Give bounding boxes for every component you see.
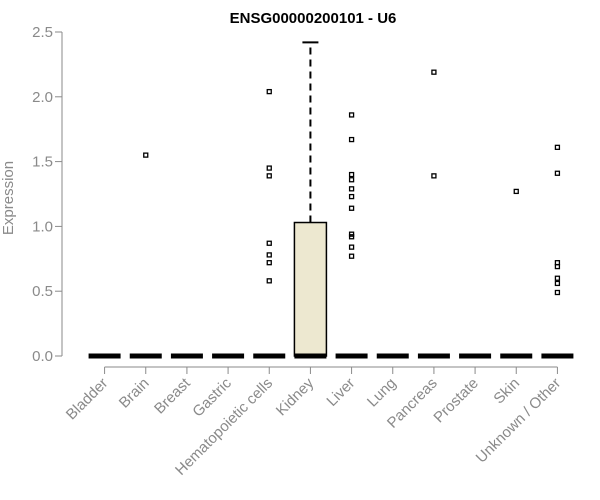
outlier-point — [554, 275, 561, 281]
y-tick-label: 0.5 — [32, 283, 53, 300]
outlier-point — [266, 88, 272, 95]
outlier-point — [266, 240, 272, 246]
outlier-point — [431, 69, 437, 75]
y-axis: 0.0 0.5 1.0 1.5 2.0 2.5 — [32, 24, 63, 365]
x-tick-label: Brain — [116, 375, 153, 412]
outlier-point — [513, 188, 519, 195]
x-tick-label: Prostate — [430, 375, 482, 427]
chart-title: ENSG00000200101 - U6 — [230, 10, 397, 27]
outlier-point — [554, 144, 561, 150]
outlier-point — [266, 260, 272, 266]
box-unknown-other — [541, 144, 574, 359]
x-tick-label: Kidney — [273, 374, 318, 419]
y-tick-label: 1.5 — [32, 154, 53, 171]
outlier-point — [431, 173, 437, 179]
outlier-point — [348, 193, 355, 200]
outlier-point — [348, 186, 355, 192]
y-tick-label: 1.0 — [32, 218, 53, 235]
outlier-point — [266, 278, 272, 284]
box-body — [293, 221, 328, 357]
outlier-point — [554, 263, 561, 270]
outlier-point — [348, 253, 355, 259]
box-skin — [500, 188, 533, 359]
outlier-point — [143, 152, 149, 158]
y-tick-label: 2.0 — [32, 89, 53, 106]
box-kidney — [293, 41, 328, 359]
outlier-point — [266, 173, 272, 179]
boxes — [88, 41, 574, 359]
outlier-point — [348, 177, 355, 183]
outlier-point — [348, 205, 355, 211]
outlier-point — [554, 170, 561, 176]
outlier-point — [266, 165, 272, 171]
x-tick-label: Skin — [490, 375, 523, 408]
outlier-point — [348, 171, 355, 178]
y-axis-label: Expression — [0, 161, 17, 235]
box-hematopoietic-cells — [253, 88, 286, 359]
outlier-point — [348, 136, 355, 143]
outlier-point — [348, 112, 355, 118]
box-pancreas — [417, 69, 450, 359]
y-tick-label: 0.0 — [32, 348, 53, 365]
outlier-point — [348, 234, 355, 240]
outlier-point — [348, 244, 355, 250]
x-tick-label: Breast — [151, 374, 194, 417]
box-liver — [335, 112, 368, 359]
outlier-point — [554, 289, 561, 296]
x-tick-label: Lung — [364, 375, 400, 411]
x-tick-label: Bladder — [63, 375, 112, 424]
y-tick-label: 2.5 — [32, 24, 53, 41]
outlier-point — [266, 252, 272, 258]
outlier-point — [554, 280, 561, 287]
box-brain — [129, 152, 162, 359]
x-tick-label: Liver — [323, 375, 358, 410]
